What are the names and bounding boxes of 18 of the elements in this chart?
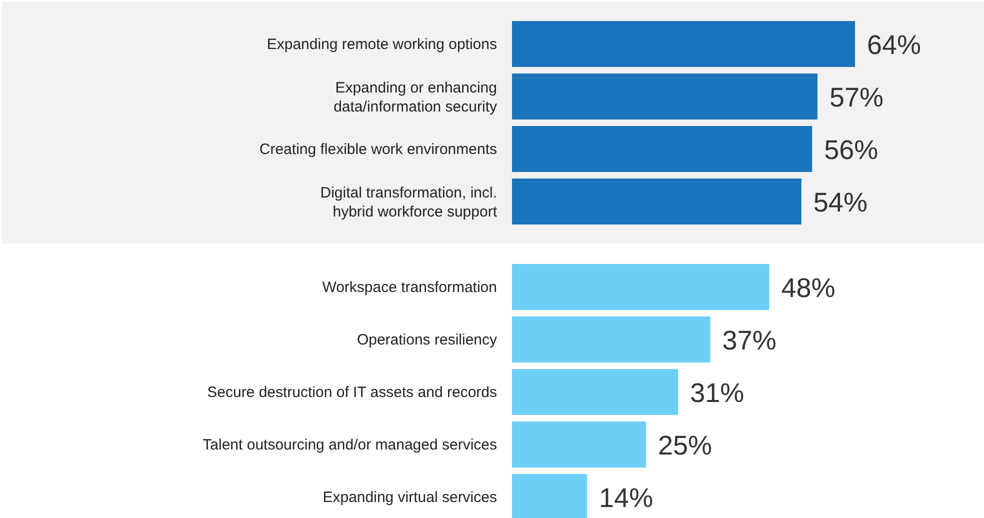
data-label: 37% <box>722 326 776 356</box>
data-label: 48% <box>781 273 836 303</box>
data-label: 25% <box>658 430 712 460</box>
data-label: 64% <box>867 30 922 60</box>
y-tick-label: Talent outsourcing and/or managed services <box>202 436 497 454</box>
data-label: 56% <box>824 135 878 165</box>
y-tick-label: Digital transformation, incl. hybrid workforce support <box>320 184 498 220</box>
y-tick-label: Expanding remote working options <box>266 36 497 53</box>
y-tick-label: Operations resiliency <box>356 332 498 348</box>
data-label: 31% <box>690 378 744 408</box>
y-tick-label: Creating flexible work environments <box>259 141 497 158</box>
data-label: 57% <box>829 82 884 112</box>
y-tick-label: Workspace transformation <box>322 279 497 296</box>
y-tick-label: Expanding virtual services <box>322 489 497 506</box>
data-label: 14% <box>599 483 654 513</box>
y-tick-label: Expanding or enhancing data/information security <box>334 80 498 116</box>
data-label: 54% <box>813 188 868 218</box>
y-tick-label: Secure destruction of IT assets and records <box>207 384 497 401</box>
